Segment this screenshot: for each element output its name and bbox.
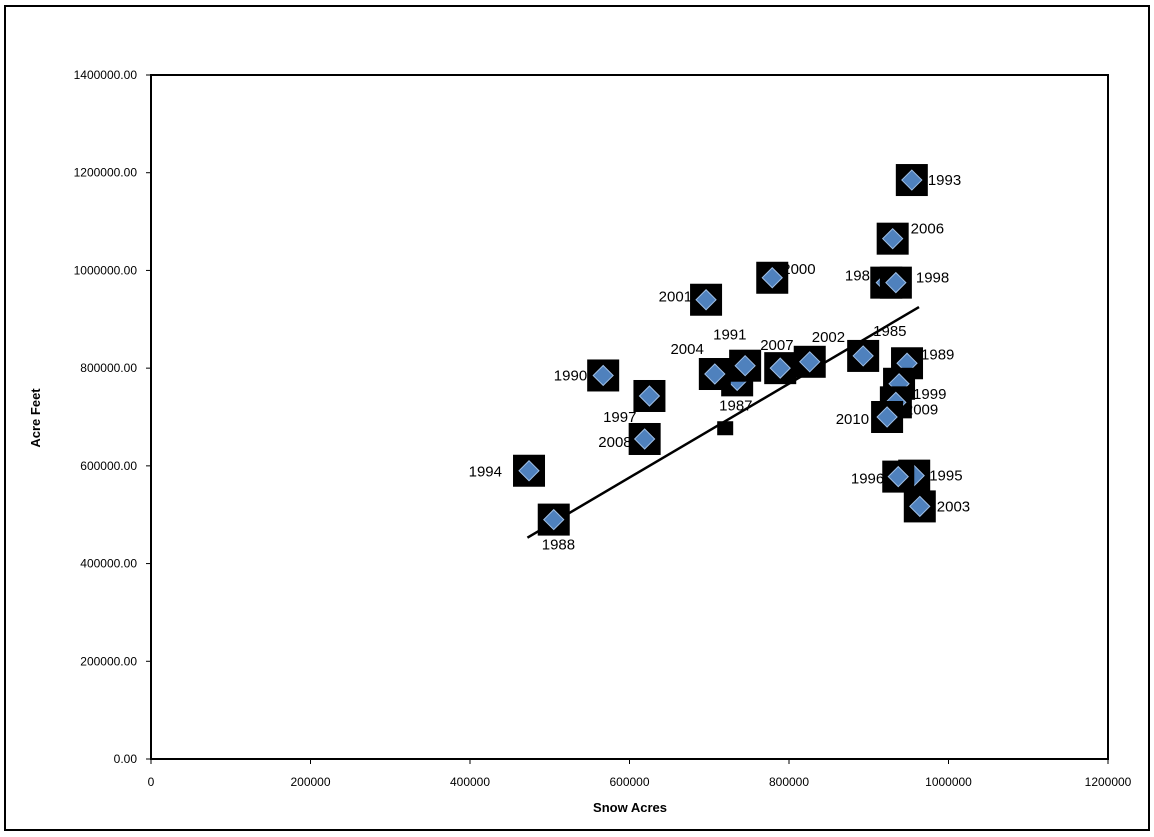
y-tick-label: 600000.00 <box>80 459 137 473</box>
data-point <box>882 460 915 493</box>
data-point <box>690 283 723 316</box>
data-label: 2007 <box>760 337 793 354</box>
data-label: 2004 <box>670 341 703 358</box>
data-point <box>879 266 912 299</box>
data-label: 1999 <box>913 386 946 403</box>
data-label: 2009 <box>905 401 938 418</box>
point-marker-diamond <box>909 495 931 518</box>
y-tick-label: 1000000.00 <box>74 263 138 277</box>
data-label: 1993 <box>928 172 961 189</box>
data-label: 1988 <box>542 537 575 554</box>
data-point <box>628 422 661 455</box>
data-point <box>764 352 797 385</box>
point-marker-square <box>717 421 734 436</box>
point-marker-diamond <box>638 385 661 407</box>
data-point <box>871 401 904 433</box>
y-tick-label: 800000.00 <box>80 361 137 375</box>
data-point <box>698 358 731 391</box>
data-point <box>876 222 909 255</box>
point-marker-diamond <box>799 351 821 373</box>
data-point <box>717 421 734 436</box>
data-point <box>633 379 666 412</box>
data-label: 1995 <box>929 468 962 485</box>
data-label: 2002 <box>812 329 845 346</box>
point-marker-diamond <box>734 354 756 377</box>
x-tick-label: 600000 <box>609 775 649 789</box>
point-marker-diamond <box>633 428 656 450</box>
x-axis-title: Snow Acres <box>593 800 667 815</box>
data-label: 1996 <box>851 471 884 488</box>
data-label: 1994 <box>469 464 502 481</box>
point-marker-diamond <box>592 364 614 387</box>
y-axis-title: Acre Feet <box>28 388 43 448</box>
y-tick-label: 0.00 <box>114 752 138 766</box>
data-point <box>537 503 570 536</box>
point-marker-diamond <box>695 289 717 311</box>
data-label: 2010 <box>836 411 869 428</box>
point-marker-diamond <box>761 267 783 289</box>
data-point <box>847 339 880 372</box>
point-marker-diamond <box>518 460 540 482</box>
point-marker-diamond <box>852 345 874 367</box>
point-marker-diamond <box>887 465 909 488</box>
data-label: 1998 <box>916 270 949 287</box>
point-marker-diamond <box>876 406 898 428</box>
plot-area-border <box>150 74 1109 760</box>
data-label: 1987 <box>719 397 752 414</box>
data-label: 1986 <box>845 268 878 285</box>
x-tick-label: 0 <box>148 775 155 789</box>
point-marker-diamond <box>881 227 904 250</box>
point-marker-diamond <box>885 271 907 294</box>
data-label: 2006 <box>911 221 944 238</box>
data-point <box>756 261 789 294</box>
data-label: 1997 <box>603 409 636 426</box>
data-label: 1990 <box>554 367 587 384</box>
data-label: 1991 <box>713 327 746 344</box>
x-tick-label: 1000000 <box>925 775 972 789</box>
data-labels: 1985 1986 1987 1988 1989 1990 1991 1993 1994 1995… <box>469 172 971 554</box>
x-tick-label: 400000 <box>450 775 490 789</box>
y-tick-label: 1200000.00 <box>74 166 138 180</box>
x-tick-label: 200000 <box>290 775 330 789</box>
data-label: 2003 <box>937 498 970 515</box>
data-label: 2008 <box>598 434 631 451</box>
data-point <box>793 345 826 378</box>
data-points <box>513 164 936 536</box>
data-point <box>587 359 620 392</box>
y-tick-label: 1400000.00 <box>74 68 138 82</box>
x-tick-label: 800000 <box>769 775 809 789</box>
data-label: 1989 <box>921 346 954 363</box>
data-label: 1985 <box>873 323 906 340</box>
data-label: 2001 <box>659 289 692 306</box>
y-axis-tick-labels: 0.00 200000.00 400000.00 600000.00 800000.00… <box>74 68 151 766</box>
point-marker-diamond <box>543 508 565 531</box>
y-tick-label: 400000.00 <box>80 557 137 571</box>
x-tick-label: 1200000 <box>1085 775 1132 789</box>
data-point <box>729 349 762 382</box>
point-marker-diamond <box>769 357 791 379</box>
x-axis-tick-labels: 0 200000 400000 600000 800000 1000000 1200000 <box>148 759 1132 789</box>
point-marker-diamond <box>901 169 923 191</box>
data-label: 2000 <box>782 261 815 278</box>
data-point <box>903 490 936 523</box>
point-marker-diamond <box>704 363 726 385</box>
data-point <box>513 454 546 487</box>
y-tick-label: 200000.00 <box>80 654 137 668</box>
plot-area <box>150 74 1109 760</box>
data-point <box>895 164 928 197</box>
